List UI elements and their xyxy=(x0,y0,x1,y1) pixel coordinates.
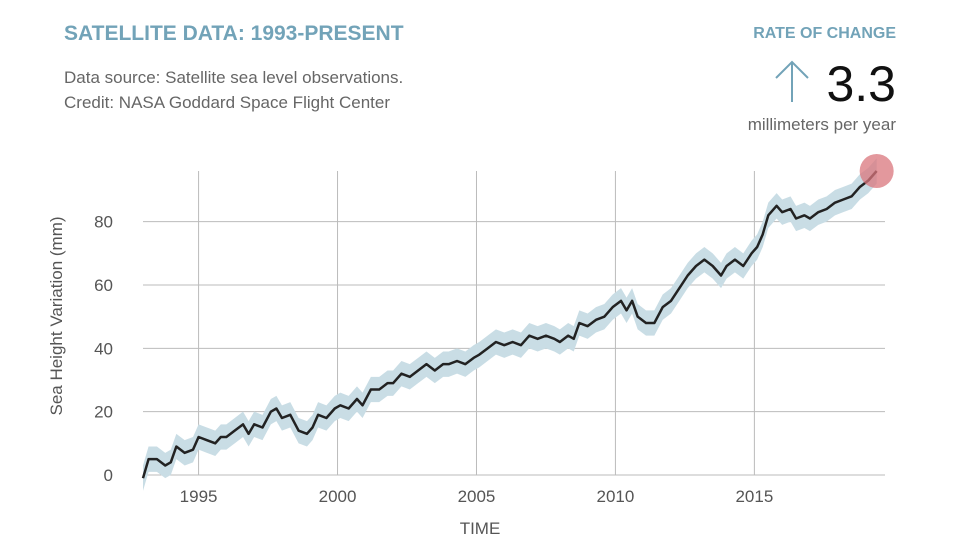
y-tick-label: 20 xyxy=(94,403,113,422)
uncertainty-band xyxy=(143,158,877,491)
y-tick-label: 80 xyxy=(94,213,113,232)
chart-title: SATELLITE DATA: 1993-PRESENT xyxy=(64,22,404,45)
subtitle: Data source: Satellite sea level observa… xyxy=(64,68,403,87)
y-axis-label: Sea Height Variation (mm) xyxy=(47,216,66,415)
x-tick-label: 2000 xyxy=(319,487,357,506)
x-tick-label: 2015 xyxy=(735,487,773,506)
line xyxy=(141,170,878,479)
y-tick-label: 40 xyxy=(94,339,113,358)
latest-point xyxy=(859,154,894,188)
x-tick-label: 2005 xyxy=(458,487,496,506)
x-tick-label: 2010 xyxy=(597,487,635,506)
x-tick-label: 1995 xyxy=(180,487,218,506)
y-tick-label: 0 xyxy=(104,466,113,485)
rate-unit: millimeters per year xyxy=(748,115,897,134)
x-axis-label: TIME xyxy=(460,519,501,536)
rate-label: RATE OF CHANGE xyxy=(753,25,896,42)
rate-value: 3.3 xyxy=(826,56,896,112)
subtitle: Credit: NASA Goddard Space Flight Center xyxy=(64,93,390,112)
up-arrow xyxy=(775,60,809,102)
y-tick-label: 60 xyxy=(94,276,113,295)
